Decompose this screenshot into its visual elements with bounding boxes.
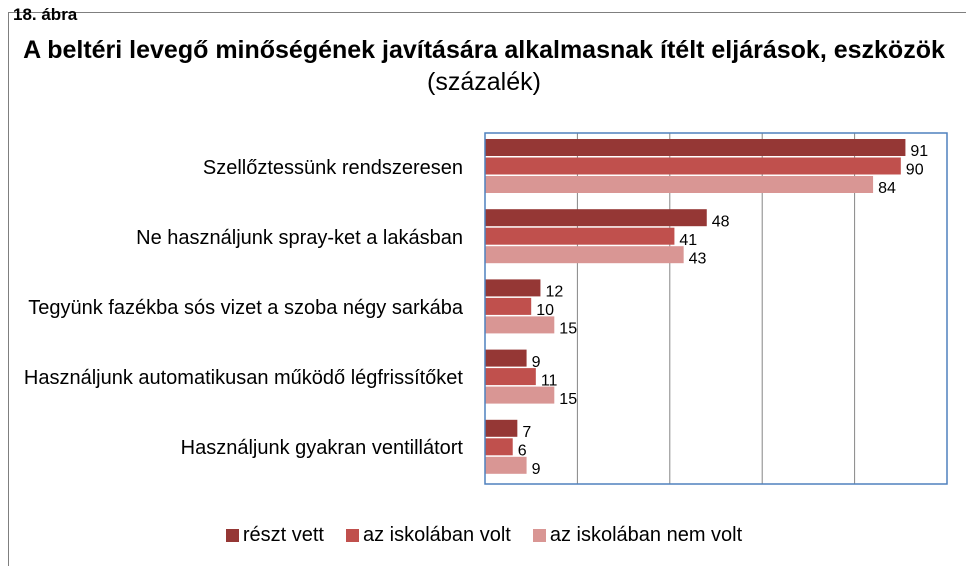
data-label: 12 <box>545 284 563 301</box>
legend-swatch <box>225 529 239 542</box>
data-label: 7 <box>522 424 531 441</box>
bar <box>485 227 675 245</box>
data-label: 9 <box>532 354 541 371</box>
data-label: 11 <box>541 372 558 389</box>
bar <box>485 209 707 227</box>
data-label: 41 <box>679 232 697 249</box>
legend-label: részt vett <box>242 524 324 546</box>
legend-label: az iskolában nem volt <box>549 524 743 546</box>
data-label: 90 <box>906 162 924 179</box>
category-label: Használjunk gyakran ventillátort <box>3 414 463 484</box>
legend-item: az iskolában nem volt <box>532 524 743 547</box>
bar <box>485 157 901 175</box>
data-label: 48 <box>712 213 730 230</box>
category-text: Szellőztessünk rendszeresen <box>202 156 463 179</box>
bar <box>485 139 906 156</box>
category-label: Használjunk automatikusan működő légfris… <box>3 344 463 414</box>
legend-label: az iskolában volt <box>362 524 511 546</box>
category-text: Használjunk automatikusan működő légfris… <box>23 367 463 390</box>
legend-swatch <box>532 529 546 542</box>
category-label: Szellőztessünk rendszeresen <box>3 133 463 203</box>
bar <box>485 386 555 404</box>
chart-title: A beltéri levegő minőségének javítására … <box>0 34 968 98</box>
data-label: 91 <box>910 143 928 160</box>
bar <box>485 176 874 193</box>
data-label: 10 <box>536 302 554 319</box>
data-label: 9 <box>532 461 541 478</box>
bar <box>485 316 555 334</box>
category-text: Használjunk gyakran ventillátort <box>180 437 463 460</box>
chart-frame: 18. ábra <box>8 5 966 566</box>
plot-border <box>484 132 948 485</box>
caption: 18. ábra <box>13 5 78 24</box>
title-text: A beltéri levegő minőségének javítására … <box>23 36 945 64</box>
category-text: Tegyünk fazékba sós vizet a szoba négy s… <box>28 296 463 319</box>
bar <box>485 349 527 367</box>
bar <box>485 368 536 386</box>
legend-item: részt vett <box>225 524 324 547</box>
legend-item: az iskolában volt <box>345 524 511 547</box>
bar <box>485 279 541 297</box>
data-label: 84 <box>878 180 896 197</box>
bar <box>485 246 684 264</box>
title-unit: (százalék) <box>427 68 541 96</box>
data-label: 15 <box>559 391 577 408</box>
category-label: Ne használjunk spray-ket a lakásban <box>3 203 463 273</box>
bar <box>485 456 527 474</box>
data-label: 43 <box>689 250 707 267</box>
bar <box>485 438 513 456</box>
data-label: 6 <box>518 443 527 460</box>
bar <box>485 297 532 315</box>
data-label: 15 <box>559 321 577 338</box>
legend-swatch <box>345 529 359 542</box>
legend: részt vett az iskolában volt az iskolában … <box>0 524 968 547</box>
bar <box>485 419 518 437</box>
category-text: Ne használjunk spray-ket a lakásban <box>136 226 463 249</box>
category-label: Tegyünk fazékba sós vizet a szoba négy s… <box>3 273 463 343</box>
